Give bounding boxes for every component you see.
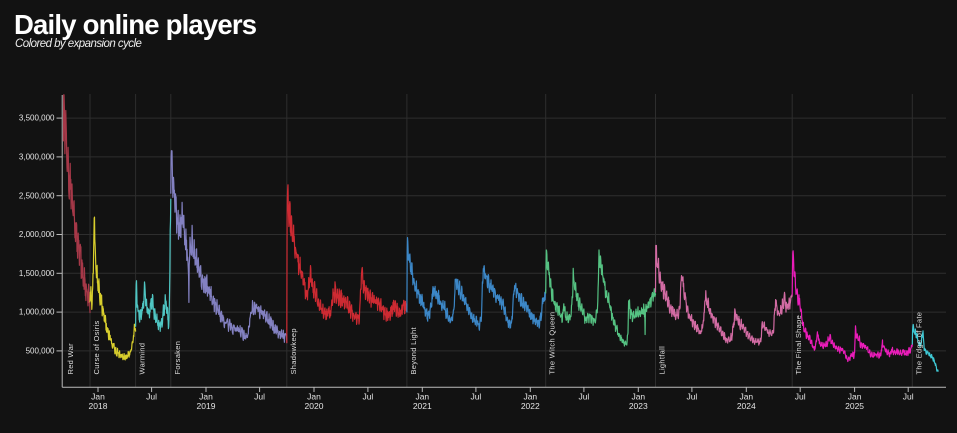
svg-text:2,000,000: 2,000,000 (19, 230, 55, 239)
svg-text:Jul: Jul (146, 392, 157, 402)
svg-text:Jul: Jul (795, 392, 806, 402)
svg-text:Jul: Jul (903, 392, 914, 402)
svg-text:1,000,000: 1,000,000 (19, 308, 55, 317)
svg-text:Jan: Jan (415, 392, 429, 402)
svg-text:Jan: Jan (199, 392, 213, 402)
svg-text:The Edge of Fate: The Edge of Fate (914, 312, 923, 375)
svg-text:3,000,000: 3,000,000 (19, 153, 55, 162)
svg-text:2020: 2020 (305, 401, 324, 411)
svg-text:Jan: Jan (631, 392, 645, 402)
svg-text:1,500,000: 1,500,000 (19, 269, 55, 278)
svg-text:Jan: Jan (739, 392, 753, 402)
svg-text:2,500,000: 2,500,000 (19, 191, 55, 200)
svg-text:3,500,000: 3,500,000 (19, 114, 55, 123)
svg-text:Jan: Jan (91, 392, 105, 402)
svg-text:Shadowkeep: Shadowkeep (289, 328, 298, 374)
svg-text:Red War: Red War (66, 343, 75, 375)
svg-text:Beyond Light: Beyond Light (409, 326, 418, 374)
svg-text:Warmind: Warmind (138, 343, 147, 375)
svg-text:Jul: Jul (254, 392, 265, 402)
svg-text:Jan: Jan (307, 392, 321, 402)
svg-text:2025: 2025 (845, 401, 864, 411)
svg-text:Jan: Jan (848, 392, 862, 402)
svg-text:2023: 2023 (629, 401, 648, 411)
svg-text:Jan: Jan (523, 392, 537, 402)
svg-text:Jul: Jul (578, 392, 589, 402)
svg-text:The Final Shape: The Final Shape (794, 315, 803, 375)
svg-text:2018: 2018 (89, 401, 108, 411)
svg-text:Curse of Osiris: Curse of Osiris (92, 320, 101, 374)
svg-text:Jul: Jul (362, 392, 373, 402)
svg-text:500,000: 500,000 (26, 347, 55, 356)
svg-text:Forsaken: Forsaken (173, 341, 182, 375)
svg-text:Jul: Jul (686, 392, 697, 402)
svg-text:The Witch Queen: The Witch Queen (548, 312, 557, 375)
svg-text:Lightfall: Lightfall (658, 346, 667, 375)
svg-text:2019: 2019 (197, 401, 216, 411)
svg-text:2022: 2022 (521, 401, 540, 411)
svg-text:2021: 2021 (413, 401, 432, 411)
svg-text:2024: 2024 (737, 401, 756, 411)
svg-text:Jul: Jul (470, 392, 481, 402)
